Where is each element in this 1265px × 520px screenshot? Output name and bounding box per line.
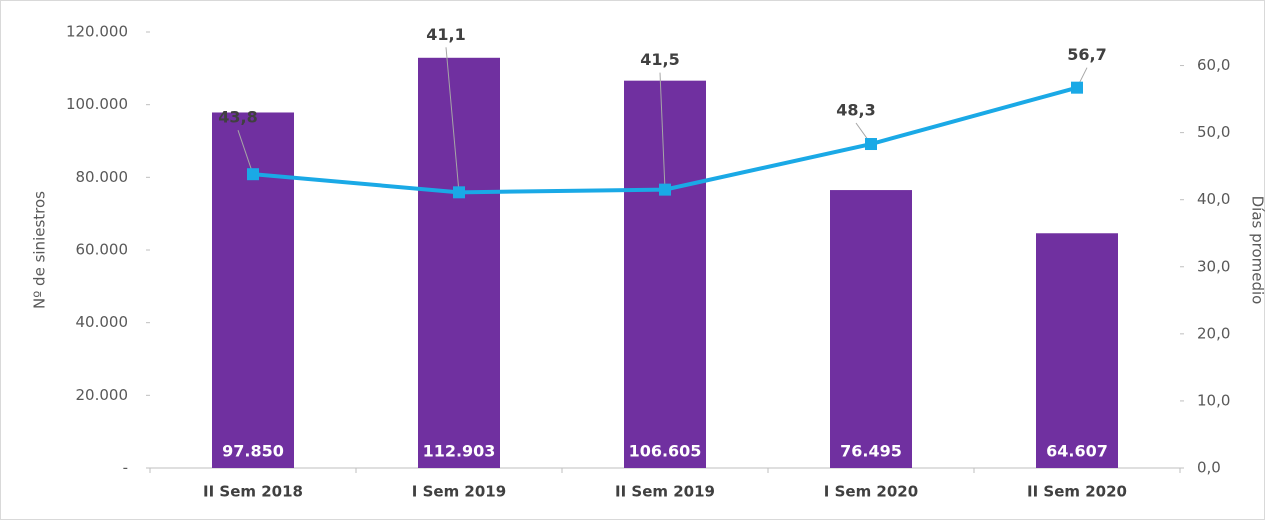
x-tick-label: II Sem 2019 [615,483,715,501]
y2-tick-label: 40,0 [1197,190,1230,208]
bar-value-label: 97.850 [222,442,284,461]
y2-axis-label: Días promedio [1249,196,1265,305]
bar-value-label: 76.495 [840,442,902,461]
x-tick-label: I Sem 2019 [412,483,506,501]
y-tick-label: 60.000 [76,241,129,259]
y-tick-label: 120.000 [66,23,128,41]
y2-tick-label: 10,0 [1197,391,1230,409]
line-marker [247,168,259,181]
bar-value-label: 112.903 [423,442,496,461]
line-marker [659,183,671,196]
bar-value-label: 64.607 [1046,442,1108,461]
x-tick-label: I Sem 2020 [824,483,918,501]
bar [212,112,294,468]
line-marker [865,138,877,151]
line-value-label: 56,7 [1067,45,1106,64]
y2-tick-label: 50,0 [1197,123,1230,141]
line-value-label: 41,1 [426,25,465,44]
y2-tick-label: 20,0 [1197,324,1230,342]
line-value-label: 43,8 [218,108,257,127]
line-value-label: 48,3 [836,101,875,120]
bar [418,57,500,468]
y-axis-label: Nº de siniestros [31,191,49,309]
line-marker [1071,81,1083,94]
bar [1036,233,1118,468]
line-marker [453,186,465,199]
bar [624,80,706,468]
y-tick-label: 100.000 [66,95,128,113]
y2-tick-label: 0,0 [1197,459,1221,477]
x-tick-label: II Sem 2020 [1027,483,1127,501]
bar-value-label: 106.605 [629,442,702,461]
x-tick-label: II Sem 2018 [203,483,303,501]
y-tick-label: 80.000 [76,168,129,186]
leader-line [659,72,666,190]
y2-tick-label: 60,0 [1197,56,1230,74]
y-tick-label: 20.000 [76,386,129,404]
y2-tick-label: 30,0 [1197,257,1230,275]
bar [830,190,912,468]
y-tick-label: - [123,459,128,477]
line-value-label: 41,5 [640,50,679,69]
y-tick-label: 40.000 [76,313,129,331]
leader-line [237,130,254,175]
leader-line [445,47,460,193]
